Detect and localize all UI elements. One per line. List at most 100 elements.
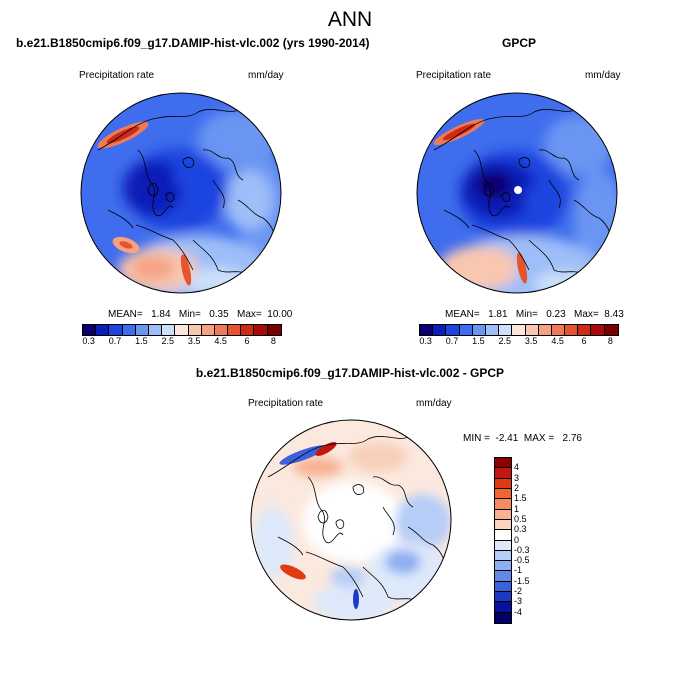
diff-colorbar-swatch	[495, 458, 511, 469]
obs-colorbar-swatch	[591, 325, 605, 335]
diff-max-value: 2.76	[562, 433, 582, 444]
obs-colorbar-swatch	[420, 325, 434, 335]
obs-colorbar-swatch	[446, 325, 460, 335]
model-min-label: Min=	[178, 309, 201, 320]
diff-colorbar-tick-label: 3	[514, 472, 520, 483]
obs-colorbar-swatch	[525, 325, 539, 335]
obs-colorbar-swatch	[512, 325, 526, 335]
diff-colorbar-tick-label: 1	[514, 503, 520, 514]
obs-colorbar-swatch	[538, 325, 552, 335]
diff-colorbar-ticks: 4 3 2 1.5 1 0.5 0.3 0 -0.3 -0.5 -1 -1.5 -2 -3 -4	[514, 457, 544, 622]
model-colorbar-tick-label: 2.5	[161, 336, 175, 346]
model-max-value: 10.00	[267, 309, 293, 320]
model-colorbar-swatch	[122, 325, 136, 335]
diff-colorbar-tick-label: -0.5	[514, 555, 530, 566]
model-panel-title: b.e21.B1850cmip6.f09_g17.DAMIP-hist-vlc.…	[16, 36, 370, 50]
diff-colorbar-tick-label: 0.5	[514, 513, 527, 524]
obs-max-value: 8.43	[604, 309, 624, 320]
model-colorbar-swatch	[162, 325, 176, 335]
diff-colorbar-swatch	[495, 561, 511, 572]
model-colorbar-tick-label: 0.3	[82, 336, 95, 346]
obs-min-value: 0.23	[546, 309, 566, 320]
obs-units-label: mm/day	[585, 70, 621, 81]
obs-max-label: Max=	[574, 309, 599, 320]
model-variable-label: Precipitation rate	[79, 70, 155, 81]
obs-colorbar-swatch	[604, 325, 618, 335]
diff-colorbar-swatch	[495, 581, 511, 593]
figure-title: ANN	[327, 8, 373, 31]
diff-colorbar-swatch	[495, 602, 511, 613]
diff-colorbar-tick-label: 0	[514, 534, 520, 545]
model-colorbar-tick-label: 3.5	[187, 336, 201, 346]
diff-colorbar-tick-label: -0.3	[514, 544, 530, 555]
obs-colorbar-tick-label: 6	[581, 336, 587, 346]
obs-stats: MEAN= 1.81 Min= 0.23 Max= 8.43	[445, 309, 624, 320]
obs-colorbar-tick-label: 8	[607, 336, 613, 346]
model-colorbar-tick-label: 1.5	[135, 336, 148, 346]
obs-colorbar-swatch	[551, 325, 566, 335]
obs-polar-map	[416, 92, 618, 294]
diff-colorbar-swatch	[495, 571, 511, 582]
model-colorbar-swatch	[267, 325, 281, 335]
model-mean-value: 1.84	[151, 309, 171, 320]
obs-colorbar-swatch	[499, 325, 513, 335]
obs-variable-label: Precipitation rate	[416, 70, 492, 81]
model-colorbar-swatch	[83, 325, 97, 335]
model-colorbar-swatch	[135, 325, 149, 335]
obs-colorbar-tick-label: 4.5	[551, 336, 564, 346]
diff-colorbar-swatch	[495, 509, 511, 520]
obs-colorbar-swatch	[459, 325, 473, 335]
model-colorbar-swatch	[201, 325, 215, 335]
obs-colorbar-swatch	[485, 325, 500, 335]
diff-colorbar-tick-label: -2	[514, 586, 523, 597]
diff-max-label: MAX =	[523, 433, 555, 444]
obs-colorbar-swatch	[578, 325, 592, 335]
diff-polar-map	[250, 419, 452, 621]
diff-colorbar-tick-label: -1	[514, 565, 523, 576]
model-colorbar-tick-label: 4.5	[214, 336, 227, 346]
diff-units-label: mm/day	[416, 398, 452, 409]
obs-colorbar-tick-label: 3.5	[524, 336, 538, 346]
diff-colorbar-tick-label: -4	[514, 606, 523, 617]
obs-colorbar-swatch	[472, 325, 486, 335]
model-colorbar-swatch	[109, 325, 123, 335]
model-colorbar	[82, 324, 282, 336]
diff-colorbar-tick-label: 1.5	[514, 493, 527, 504]
obs-min-label: Min=	[515, 309, 538, 320]
model-polar-map	[80, 92, 282, 294]
diff-colorbar-swatch	[495, 478, 511, 489]
model-colorbar-swatch	[188, 325, 202, 335]
obs-colorbar-swatch	[433, 325, 447, 335]
model-colorbar-ticks: 0.3 0.7 1.5 2.5 3.5 4.5 6 8	[82, 336, 280, 348]
model-stats: MEAN= 1.84 Min= 0.35 Max= 10.00	[108, 309, 292, 320]
diff-panel-title: b.e21.B1850cmip6.f09_g17.DAMIP-hist-vlc.…	[195, 366, 505, 380]
diff-colorbar	[494, 457, 512, 624]
diff-colorbar-swatch	[495, 488, 511, 500]
diff-colorbar-tick-label: 0.3	[514, 524, 527, 535]
diff-min-label: MIN =	[463, 433, 490, 444]
obs-panel-title: GPCP	[502, 36, 537, 50]
model-colorbar-tick-label: 6	[244, 336, 250, 346]
obs-mean-value: 1.81	[488, 309, 508, 320]
diff-min-value: -2.41	[495, 433, 519, 444]
diff-colorbar-swatch	[495, 550, 511, 562]
obs-colorbar-ticks: 0.3 0.7 1.5 2.5 3.5 4.5 6 8	[419, 336, 617, 348]
obs-colorbar-tick-label: 0.3	[419, 336, 432, 346]
diff-colorbar-tick-label: -3	[514, 596, 523, 607]
diff-stats: MIN = -2.41 MAX = 2.76	[463, 433, 582, 444]
obs-colorbar-tick-label: 2.5	[498, 336, 512, 346]
model-colorbar-tick-label: 0.7	[108, 336, 122, 346]
obs-colorbar-tick-label: 1.5	[472, 336, 485, 346]
model-colorbar-swatch	[175, 325, 189, 335]
obs-colorbar-tick-label: 0.7	[445, 336, 459, 346]
model-mean-label: MEAN=	[108, 309, 143, 320]
obs-colorbar-swatch	[565, 325, 579, 335]
obs-colorbar	[419, 324, 619, 336]
model-max-label: Max=	[237, 309, 262, 320]
model-colorbar-tick-label: 8	[270, 336, 276, 346]
diff-colorbar-swatch	[495, 519, 511, 531]
diff-colorbar-tick-label: 4	[514, 462, 520, 473]
model-colorbar-swatch	[214, 325, 229, 335]
model-min-value: 0.35	[209, 309, 229, 320]
model-colorbar-swatch	[96, 325, 110, 335]
